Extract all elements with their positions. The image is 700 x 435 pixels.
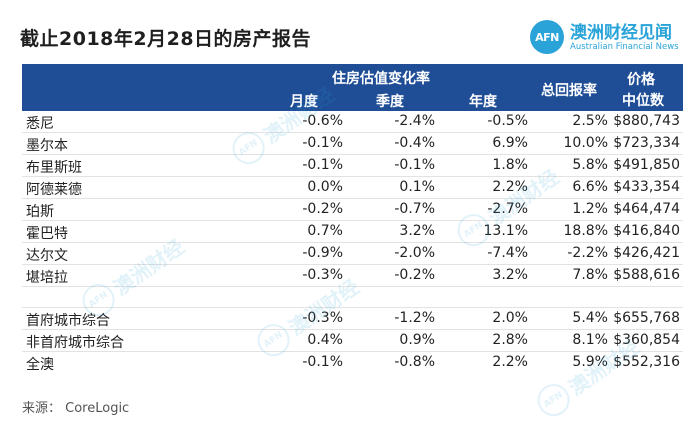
header-group-valuation-change: 住房估值变化率 — [332, 71, 430, 87]
row-year-change: -2.7% — [487, 201, 528, 217]
row-city: 珀斯 — [26, 204, 54, 220]
row-month-change: 0.0% — [307, 179, 343, 195]
row-year-change: 2.0% — [492, 310, 528, 326]
row-month-change: -0.3% — [302, 310, 343, 326]
table-row: 非首府城市综合 0.4% 0.9% 2.8% 8.1% $360,854 — [22, 330, 683, 352]
header-quarter: 季度 — [376, 94, 404, 110]
table-row: 阿德莱德 0.0% 0.1% 2.2% 6.6% $433,354 — [22, 177, 683, 199]
row-quarter-change: -0.1% — [394, 157, 435, 173]
row-month-change: 0.4% — [307, 332, 343, 348]
row-median-price: $464,474 — [613, 201, 680, 217]
table-row: 霍巴特 0.7% 3.2% 13.1% 18.8% $416,840 — [22, 221, 683, 243]
row-month-change: -0.2% — [302, 201, 343, 217]
row-quarter-change: -0.2% — [394, 267, 435, 283]
row-total-return: 8.1% — [572, 332, 608, 348]
row-city: 墨尔本 — [26, 138, 68, 154]
header-total-return: 总回报率 — [541, 83, 597, 99]
row-year-change: 2.8% — [492, 332, 528, 348]
row-quarter-change: 0.1% — [399, 179, 435, 195]
table-header: 住房估值变化率 月度 季度 年度 总回报率 价格 中位数 — [22, 64, 683, 111]
row-month-change: -0.9% — [302, 245, 343, 261]
row-median-price: $416,840 — [613, 223, 680, 239]
row-total-return: -2.2% — [567, 245, 608, 261]
row-quarter-change: -1.2% — [394, 310, 435, 326]
row-total-return: 18.8% — [563, 223, 608, 239]
row-median-price: $588,616 — [613, 267, 680, 283]
row-month-change: 0.7% — [307, 223, 343, 239]
header-year: 年度 — [469, 94, 497, 110]
row-median-price: $426,421 — [613, 245, 680, 261]
row-city: 首府城市综合 — [26, 313, 110, 329]
row-quarter-change: 3.2% — [399, 223, 435, 239]
page-title: 截止2018年2月28日的房产报告 — [20, 28, 312, 50]
row-month-change: -0.6% — [302, 113, 343, 129]
header-median: 中位数 — [622, 93, 664, 109]
logo-name-en: Australian Financial News — [570, 42, 679, 52]
property-report-table: 住房估值变化率 月度 季度 年度 总回报率 价格 中位数 悉尼 -0.6% -2.4… — [22, 64, 683, 373]
row-total-return: 6.6% — [572, 179, 608, 195]
row-year-change: -7.4% — [487, 245, 528, 261]
row-month-change: -0.1% — [302, 354, 343, 370]
row-city: 布里斯班 — [26, 160, 82, 176]
row-city: 悉尼 — [26, 116, 54, 132]
row-year-change: 13.1% — [483, 223, 528, 239]
row-month-change: -0.3% — [302, 267, 343, 283]
row-quarter-change: -0.4% — [394, 135, 435, 151]
table-row: 堪培拉 -0.3% -0.2% 3.2% 7.8% $588,616 — [22, 265, 683, 287]
logo-name-cn: 澳洲财经见闻 — [570, 23, 672, 43]
row-median-price: $552,316 — [613, 354, 680, 370]
row-median-price: $433,354 — [613, 179, 680, 195]
row-year-change: -0.5% — [487, 113, 528, 129]
afn-logo: AFN 澳洲财经见闻 Australian Financial News — [530, 18, 695, 58]
header-month: 月度 — [290, 94, 318, 110]
header-price: 价格 — [627, 72, 655, 88]
row-quarter-change: -0.7% — [394, 201, 435, 217]
row-city: 霍巴特 — [26, 226, 68, 242]
row-total-return: 7.8% — [572, 267, 608, 283]
row-total-return: 5.8% — [572, 157, 608, 173]
row-median-price: $880,743 — [613, 113, 680, 129]
row-median-price: $723,334 — [613, 135, 680, 151]
row-quarter-change: 0.9% — [399, 332, 435, 348]
row-total-return: 10.0% — [563, 135, 608, 151]
afn-logo-mark: AFN — [530, 20, 564, 54]
table-row: 达尔文 -0.9% -2.0% -7.4% -2.2% $426,421 — [22, 243, 683, 265]
row-year-change: 3.2% — [492, 267, 528, 283]
row-year-change: 2.2% — [492, 179, 528, 195]
row-total-return: 2.5% — [572, 113, 608, 129]
table-row: 全澳 -0.1% -0.8% 2.2% 5.9% $552,316 — [22, 352, 683, 373]
row-year-change: 6.9% — [492, 135, 528, 151]
row-median-price: $360,854 — [613, 332, 680, 348]
row-total-return: 5.4% — [572, 310, 608, 326]
table-row: 悉尼 -0.6% -2.4% -0.5% 2.5% $880,743 — [22, 111, 683, 133]
row-city: 非首府城市综合 — [26, 335, 124, 351]
row-total-return: 5.9% — [572, 354, 608, 370]
row-total-return: 1.2% — [572, 201, 608, 217]
table-row: 首府城市综合 -0.3% -1.2% 2.0% 5.4% $655,768 — [22, 308, 683, 330]
table-row: 珀斯 -0.2% -0.7% -2.7% 1.2% $464,474 — [22, 199, 683, 221]
row-city: 全澳 — [26, 357, 54, 373]
row-quarter-change: -0.8% — [394, 354, 435, 370]
table-row: 墨尔本 -0.1% -0.4% 6.9% 10.0% $723,334 — [22, 133, 683, 155]
table-row: 布里斯班 -0.1% -0.1% 1.8% 5.8% $491,850 — [22, 155, 683, 177]
row-month-change: -0.1% — [302, 135, 343, 151]
table-divider — [22, 287, 683, 308]
summary-rows: 首府城市综合 -0.3% -1.2% 2.0% 5.4% $655,768 非首府城市综合 0… — [22, 308, 683, 373]
row-quarter-change: -2.0% — [394, 245, 435, 261]
row-city: 堪培拉 — [26, 270, 68, 286]
row-median-price: $491,850 — [613, 157, 680, 173]
row-quarter-change: -2.4% — [394, 113, 435, 129]
row-year-change: 2.2% — [492, 354, 528, 370]
city-rows: 悉尼 -0.6% -2.4% -0.5% 2.5% $880,743 墨尔本 -0.1% -0.… — [22, 111, 683, 287]
row-month-change: -0.1% — [302, 157, 343, 173]
row-city: 达尔文 — [26, 248, 68, 264]
source-note: 来源： CoreLogic — [22, 401, 130, 416]
row-city: 阿德莱德 — [26, 182, 82, 198]
row-year-change: 1.8% — [492, 157, 528, 173]
row-median-price: $655,768 — [613, 310, 680, 326]
